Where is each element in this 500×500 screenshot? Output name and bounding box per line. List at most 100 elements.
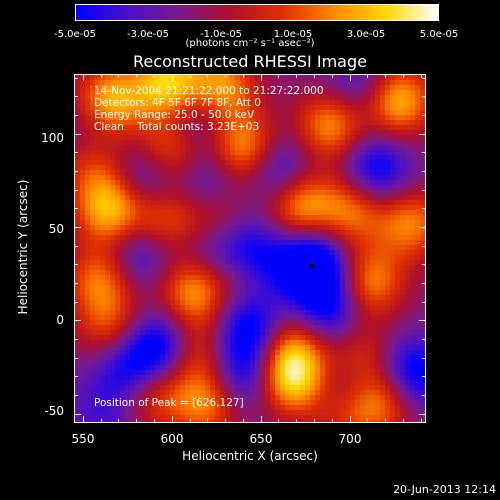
heatmap-cell [145, 290, 151, 296]
heatmap-cell [100, 310, 106, 316]
heatmap-cell [355, 210, 361, 216]
heatmap-cell [410, 205, 416, 211]
heatmap-cell [355, 80, 361, 86]
heatmap-cell [270, 205, 276, 211]
heatmap-cell [405, 330, 411, 336]
heatmap-cell [390, 225, 396, 231]
heatmap-cell [355, 395, 361, 401]
heatmap-cell [350, 385, 356, 391]
heatmap-cell [150, 90, 156, 96]
heatmap-cell [285, 165, 291, 171]
heatmap-cell [415, 100, 421, 106]
heatmap-cell [355, 270, 361, 276]
heatmap-cell [165, 195, 171, 201]
heatmap-cell [170, 305, 176, 311]
heatmap-cell [330, 330, 336, 336]
heatmap-cell [205, 160, 211, 166]
heatmap-cell [190, 255, 196, 261]
heatmap-cell [375, 150, 381, 156]
heatmap-cell [130, 265, 136, 271]
heatmap-cell [350, 265, 356, 271]
heatmap-cell [100, 305, 106, 311]
heatmap-cell [345, 180, 351, 186]
heatmap-cell [170, 290, 176, 296]
heatmap-cell [145, 370, 151, 376]
heatmap-cell [80, 335, 86, 341]
heatmap-cell [175, 240, 181, 246]
heatmap-cell [160, 295, 166, 301]
heatmap-cell [415, 320, 421, 326]
heatmap-cell [375, 380, 381, 386]
heatmap-cell [320, 275, 326, 281]
heatmap-cell [290, 340, 296, 346]
heatmap-cell [195, 380, 201, 386]
heatmap-cell [295, 275, 301, 281]
heatmap-cell [185, 310, 191, 316]
heatmap-cell [295, 110, 301, 116]
heatmap-cell [335, 290, 341, 296]
heatmap-cell [305, 360, 311, 366]
heatmap-cell [325, 195, 331, 201]
heatmap-cell [85, 170, 91, 176]
heatmap-cell [400, 290, 406, 296]
heatmap-cell [380, 265, 386, 271]
heatmap-cell [390, 75, 396, 81]
heatmap-cell [360, 160, 366, 166]
heatmap-cell [325, 215, 331, 221]
heatmap-cell [130, 255, 136, 261]
heatmap-cell [190, 210, 196, 216]
heatmap-cell [190, 290, 196, 296]
heatmap-cell [200, 205, 206, 211]
heatmap-cell [255, 415, 261, 421]
heatmap-cell [240, 420, 246, 422]
heatmap-cell [255, 390, 261, 396]
heatmap-cell [350, 370, 356, 376]
heatmap-cell [290, 150, 296, 156]
heatmap-cell [250, 220, 256, 226]
heatmap-cell [335, 410, 341, 416]
heatmap-cell [325, 115, 331, 121]
heatmap-cell [295, 260, 301, 266]
heatmap-cell [400, 355, 406, 361]
heatmap-cell [225, 175, 231, 181]
heatmap-cell [150, 80, 156, 86]
heatmap-cell [325, 200, 331, 206]
heatmap-cell [325, 345, 331, 351]
heatmap-cell [170, 280, 176, 286]
heatmap-cell [370, 215, 376, 221]
heatmap-cell [105, 235, 111, 241]
axis-tick [74, 413, 81, 415]
heatmap-cell [175, 180, 181, 186]
heatmap-cell [140, 125, 146, 131]
heatmap-cell [385, 130, 391, 136]
heatmap-cell [210, 390, 216, 396]
heatmap-cell [130, 415, 136, 421]
heatmap-cell [170, 365, 176, 371]
heatmap-cell [350, 245, 356, 251]
heatmap-cell [85, 385, 91, 391]
heatmap-cell [365, 220, 371, 226]
heatmap-cell [305, 105, 311, 111]
heatmap-cell [310, 150, 316, 156]
heatmap-cell [90, 235, 96, 241]
heatmap-cell [200, 170, 206, 176]
heatmap-cell [395, 290, 401, 296]
heatmap-cell [275, 390, 281, 396]
heatmap-cell [105, 335, 111, 341]
heatmap-cell [390, 370, 396, 376]
heatmap-cell [210, 250, 216, 256]
heatmap-cell [140, 95, 146, 101]
heatmap-cell [345, 260, 351, 266]
heatmap-cell [80, 300, 86, 306]
heatmap-cell [240, 160, 246, 166]
heatmap-cell [250, 340, 256, 346]
heatmap-cell [180, 360, 186, 366]
heatmap-cell [200, 370, 206, 376]
heatmap-cell [100, 230, 106, 236]
heatmap-cell [150, 155, 156, 161]
heatmap-cell [300, 240, 306, 246]
heatmap-cell [395, 315, 401, 321]
heatmap-cell [240, 375, 246, 381]
heatmap-cell [150, 380, 156, 386]
heatmap-cell [240, 135, 246, 141]
